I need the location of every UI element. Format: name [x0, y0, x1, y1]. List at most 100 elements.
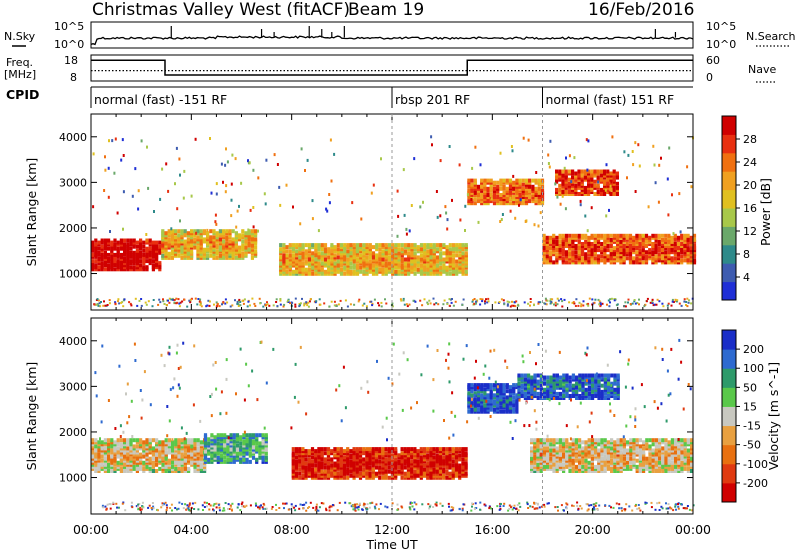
data-cell — [603, 190, 607, 194]
data-cell — [371, 265, 376, 270]
data-cell — [337, 303, 340, 306]
data-cell — [346, 467, 350, 472]
data-cell — [658, 300, 661, 303]
data-cell — [502, 299, 505, 302]
data-cell — [562, 469, 566, 473]
data-cell — [590, 254, 594, 259]
data-cell — [307, 449, 311, 454]
data-cell — [234, 243, 238, 248]
data-cell — [606, 181, 610, 186]
data-cell — [458, 243, 462, 248]
data-cell — [530, 456, 534, 461]
data-cell — [326, 451, 331, 456]
data-cell — [199, 239, 203, 244]
data-cell — [378, 475, 382, 480]
data-cell — [391, 302, 394, 305]
data-cell — [597, 448, 601, 453]
data-cell — [333, 465, 337, 470]
data-cell — [255, 457, 259, 462]
data-cell — [394, 453, 398, 458]
data-cell — [213, 451, 217, 456]
data-cell — [194, 297, 197, 300]
data-cell — [627, 153, 630, 157]
data-cell — [261, 455, 265, 460]
data-cell — [413, 453, 417, 458]
data-cell — [103, 240, 107, 245]
data-cell — [238, 237, 242, 242]
data-cell — [612, 177, 616, 182]
data-cell — [486, 188, 490, 193]
data-cell — [223, 455, 227, 460]
data-cell — [587, 169, 591, 174]
data-cell — [528, 180, 532, 185]
data-cell — [107, 444, 111, 449]
data-cell — [654, 250, 658, 255]
data-cell — [587, 173, 591, 178]
data-cell — [323, 249, 328, 254]
data-cell — [419, 263, 424, 268]
data-cell — [215, 222, 218, 226]
data-cell — [251, 439, 256, 444]
data-cell — [165, 162, 168, 166]
data-cell — [304, 259, 308, 264]
data-cell — [177, 438, 181, 443]
data-cell — [384, 269, 388, 274]
data-cell — [654, 244, 658, 248]
power-ylabel: Slant Range [km] — [24, 158, 39, 267]
data-cell — [400, 243, 404, 248]
data-cell — [480, 387, 484, 392]
data-cell — [479, 163, 482, 167]
data-cell — [505, 403, 509, 408]
data-cell — [423, 269, 427, 274]
data-cell — [103, 189, 106, 192]
data-cell — [330, 243, 334, 248]
data-cell — [126, 259, 130, 264]
data-cell — [588, 297, 591, 300]
data-cell — [632, 235, 636, 240]
data-cell — [561, 169, 565, 174]
data-cell — [587, 452, 591, 457]
data-cell — [190, 452, 194, 457]
data-cell — [606, 173, 610, 178]
data-cell — [168, 301, 171, 304]
data-cell — [489, 395, 493, 400]
data-cell — [153, 210, 155, 213]
data-cell — [422, 473, 427, 478]
data-cell — [670, 235, 674, 240]
data-cell — [518, 180, 522, 185]
data-cell — [145, 440, 149, 445]
data-cell — [119, 442, 123, 447]
data-cell — [132, 456, 136, 461]
data-cell — [568, 301, 571, 304]
data-cell — [644, 254, 649, 259]
data-cell — [413, 473, 417, 478]
data-cell — [530, 438, 534, 443]
data-cell — [164, 450, 168, 455]
data-cell — [512, 195, 516, 199]
data-cell — [464, 265, 468, 270]
data-cell — [174, 251, 178, 256]
data-cell — [464, 471, 468, 476]
data-cell — [174, 460, 178, 465]
data-cell — [419, 247, 424, 252]
data-cell — [483, 387, 487, 392]
data-cell — [291, 301, 294, 304]
data-cell — [615, 185, 619, 190]
data-cell — [219, 441, 224, 446]
data-cell — [371, 302, 374, 305]
data-cell — [235, 443, 240, 448]
data-cell — [359, 247, 363, 252]
data-cell — [120, 301, 123, 304]
data-cell — [612, 169, 616, 174]
data-cell — [636, 302, 639, 304]
data-cell — [558, 246, 562, 251]
data-cell — [301, 473, 305, 478]
data-cell — [307, 267, 312, 272]
data-cell — [122, 227, 124, 231]
data-cell — [397, 214, 400, 218]
data-cell — [458, 265, 462, 270]
data-cell — [142, 240, 146, 245]
data-cell — [146, 145, 148, 149]
data-cell — [448, 447, 452, 452]
data-cell — [245, 459, 249, 464]
